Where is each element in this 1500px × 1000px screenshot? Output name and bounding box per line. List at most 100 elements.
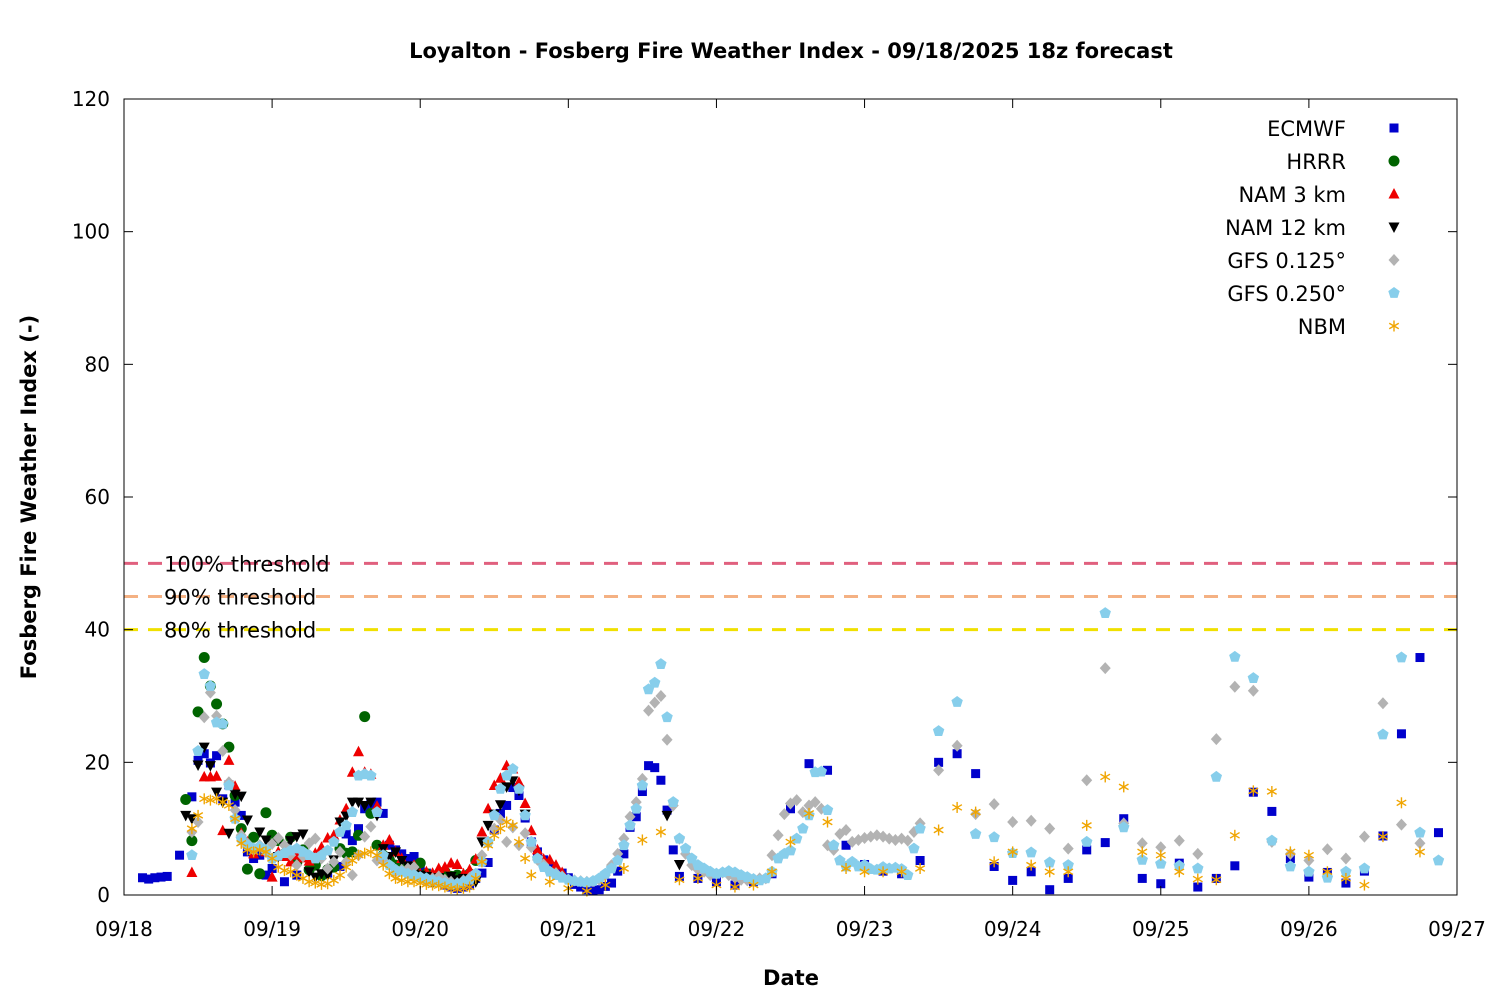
data-point: [877, 866, 889, 878]
legend-marker: [1388, 320, 1400, 332]
data-point: [631, 812, 641, 822]
data-point: [613, 866, 623, 876]
data-point: [260, 846, 272, 858]
data-point: [217, 717, 229, 729]
data-point: [1007, 846, 1018, 858]
data-point: [138, 873, 148, 883]
data-point: [180, 793, 192, 805]
data-point: [531, 843, 543, 855]
data-point: [1377, 831, 1389, 843]
data-point: [1044, 866, 1055, 878]
data-point: [1062, 842, 1074, 855]
data-point: [624, 819, 636, 831]
data-point: [346, 869, 358, 882]
data-point: [261, 870, 271, 880]
data-point: [1099, 662, 1111, 675]
data-point: [914, 862, 926, 874]
data-point: [1340, 872, 1352, 884]
data-point: [1285, 846, 1296, 858]
data-point: [378, 859, 389, 871]
data-point: [834, 854, 846, 866]
data-point: [674, 874, 685, 886]
data-point: [359, 800, 371, 812]
data-point: [1322, 866, 1333, 878]
data-point: [433, 880, 444, 892]
y-tick-label: 120: [72, 87, 110, 111]
data-point: [482, 839, 494, 851]
data-point: [260, 807, 272, 819]
data-point: [328, 874, 339, 886]
data-point: [390, 847, 402, 858]
data-point: [1026, 867, 1036, 877]
data-point: [513, 782, 525, 794]
data-point: [1414, 837, 1426, 850]
data-point: [1303, 849, 1315, 861]
data-point: [217, 745, 229, 758]
threshold-label: 100% threshold: [164, 552, 330, 576]
data-point: [989, 856, 1000, 868]
data-point: [1099, 607, 1111, 618]
data-point: [668, 845, 678, 855]
data-point: [1395, 818, 1407, 831]
legend-marker: [1388, 222, 1400, 233]
data-point: [822, 816, 833, 828]
data-point: [335, 861, 345, 871]
data-point: [334, 869, 346, 881]
data-point: [328, 829, 340, 840]
data-point: [600, 879, 611, 891]
data-point: [1230, 861, 1240, 871]
data-point: [1415, 653, 1425, 663]
data-point: [661, 733, 673, 746]
data-point: [328, 835, 340, 847]
data-point: [495, 823, 506, 835]
data-point: [988, 798, 1000, 811]
data-point: [630, 802, 642, 814]
data-point: [1155, 841, 1167, 854]
data-point: [1396, 797, 1407, 809]
x-tick-label: 09/26: [1280, 917, 1338, 941]
data-point: [1025, 846, 1037, 858]
data-point: [1136, 837, 1148, 850]
data-point: [914, 822, 926, 834]
data-point: [1321, 843, 1333, 856]
data-point: [230, 797, 240, 807]
data-point: [649, 676, 661, 688]
data-point: [156, 872, 166, 882]
data-point: [772, 829, 784, 842]
legend-marker: [1388, 287, 1400, 298]
data-point: [328, 855, 340, 868]
data-point: [1433, 828, 1443, 838]
data-point: [371, 800, 383, 811]
data-point: [310, 877, 321, 889]
data-point: [334, 817, 346, 829]
data-point: [211, 770, 223, 781]
legend-label: GFS 0.125°: [1227, 249, 1346, 273]
data-point: [384, 868, 395, 880]
data-point: [827, 839, 840, 851]
data-point: [656, 775, 666, 785]
data-point: [1284, 860, 1297, 872]
data-point: [144, 874, 154, 884]
data-point: [359, 711, 371, 723]
data-point: [526, 869, 537, 881]
data-point: [618, 839, 630, 851]
data-point: [1173, 859, 1185, 871]
data-point: [494, 800, 506, 811]
data-point: [1247, 684, 1259, 697]
data-point: [971, 769, 981, 779]
data-point: [254, 868, 266, 880]
data-point: [902, 869, 914, 880]
data-point: [1359, 879, 1370, 891]
data-point: [507, 762, 519, 774]
legend-label: HRRR: [1286, 150, 1346, 174]
data-point: [607, 878, 617, 888]
data-point: [1377, 697, 1389, 710]
data-point: [322, 870, 334, 882]
data-point: [241, 863, 253, 875]
data-point: [1173, 834, 1185, 847]
data-point: [1340, 852, 1352, 865]
data-point: [1155, 857, 1167, 869]
data-point: [378, 808, 388, 818]
data-point: [223, 828, 235, 840]
